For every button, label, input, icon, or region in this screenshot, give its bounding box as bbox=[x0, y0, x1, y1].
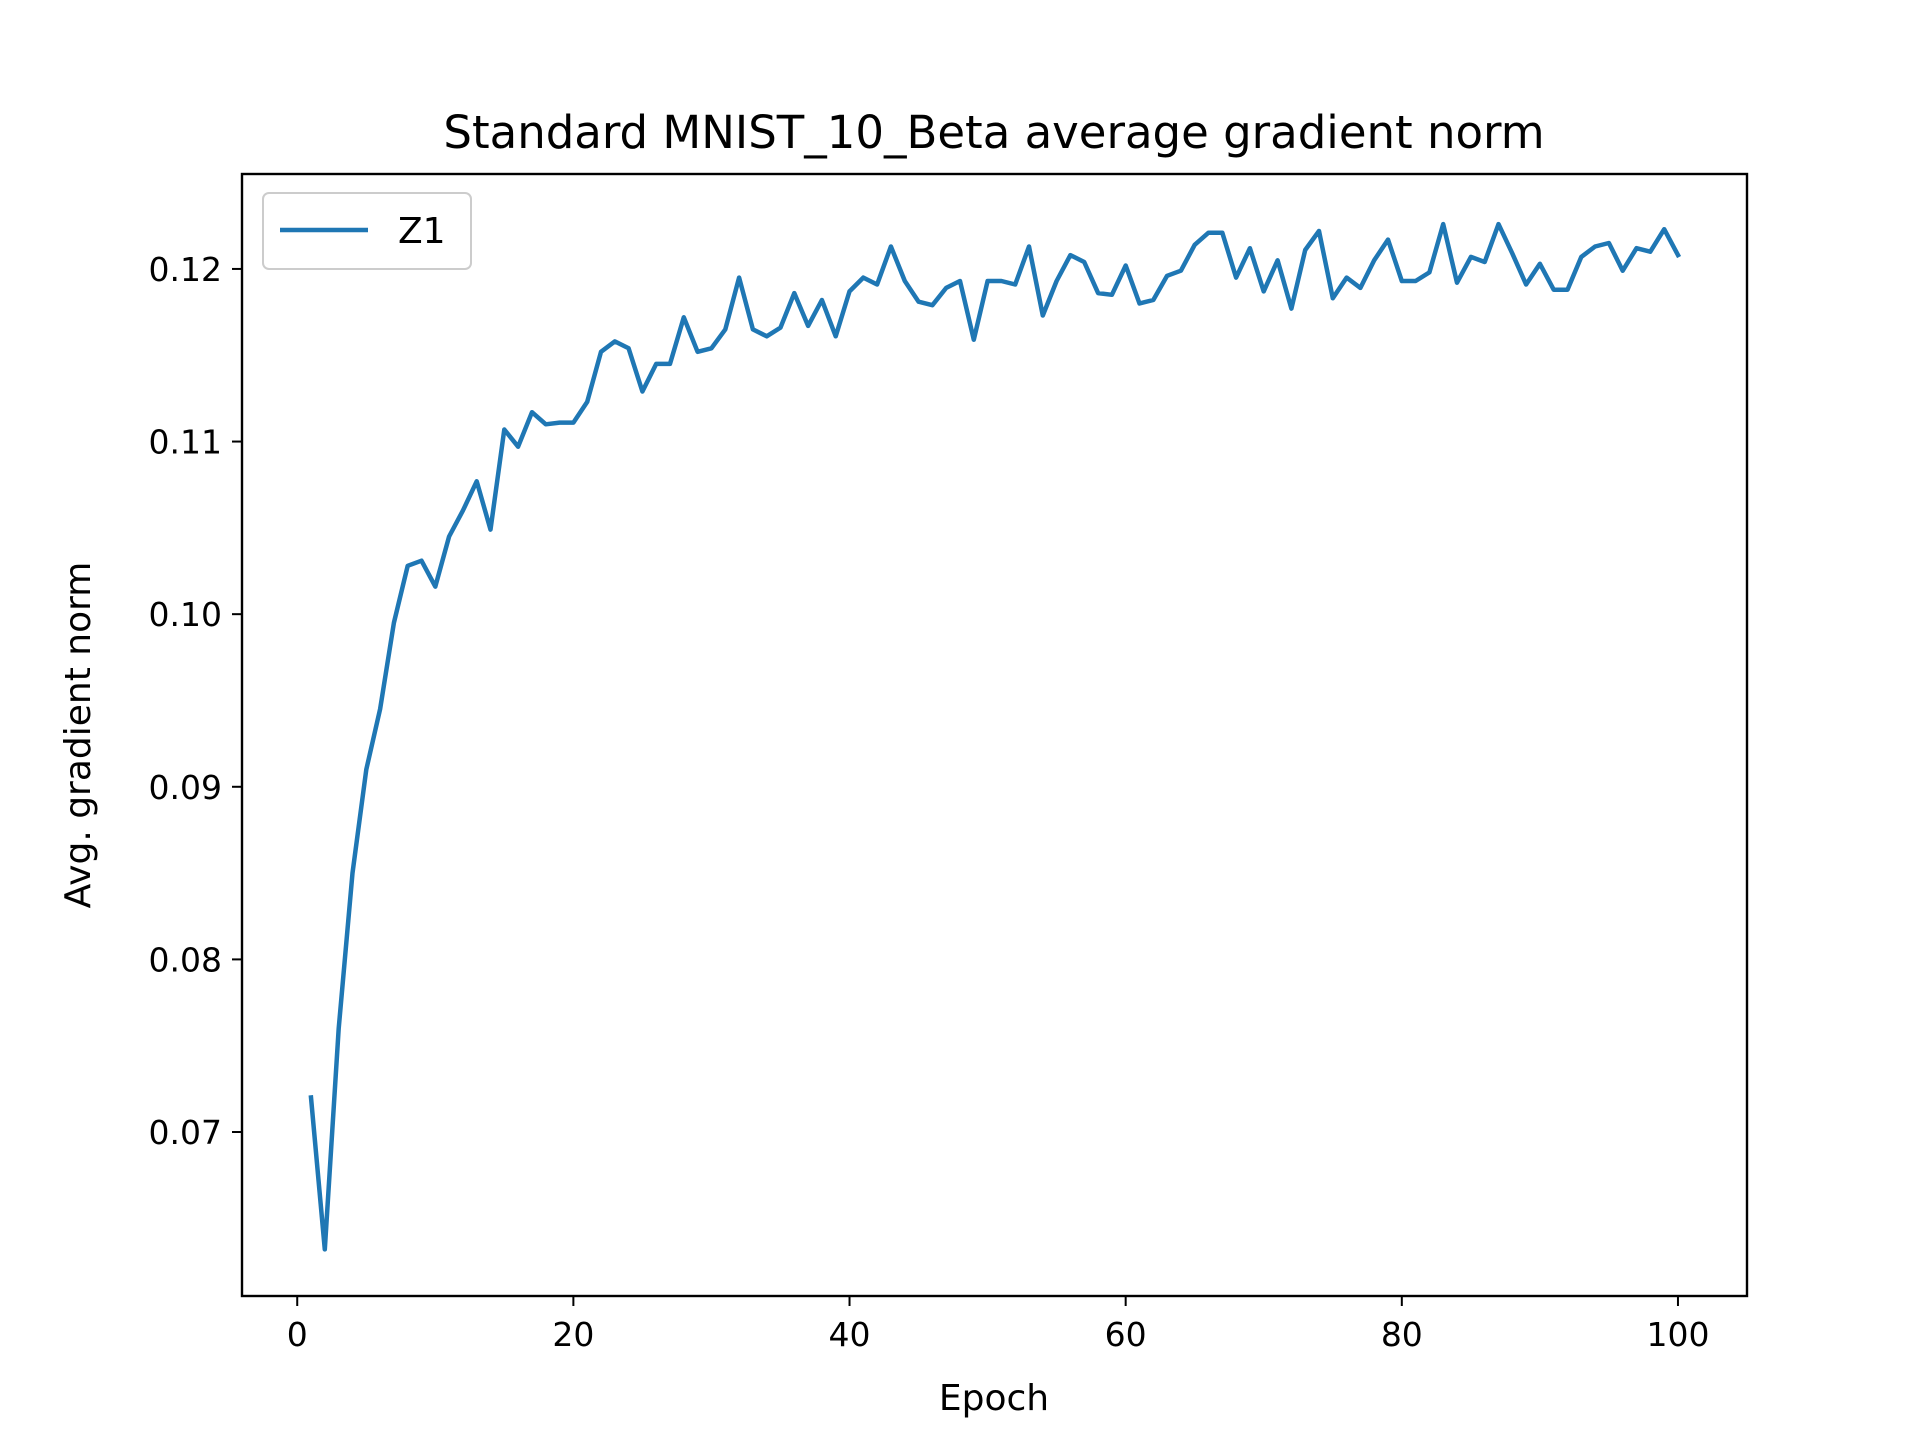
plot-area-frame bbox=[240, 172, 1749, 1298]
plot-series bbox=[308, 221, 1682, 1252]
x-tick-label: 60 bbox=[1105, 1315, 1147, 1354]
y-tick-label: 0.11 bbox=[149, 423, 222, 462]
y-tick-label: 0.10 bbox=[149, 595, 222, 634]
x-tick-label: 80 bbox=[1381, 1315, 1423, 1354]
x-axis: 0 20 40 60 80 100 bbox=[287, 1296, 1709, 1354]
x-tick-label: 0 bbox=[287, 1315, 308, 1354]
x-tick-label: 40 bbox=[829, 1315, 871, 1354]
y-tick-label: 0.08 bbox=[149, 940, 222, 979]
chart-title: Standard MNIST_10_Beta average gradient … bbox=[443, 106, 1544, 159]
y-tick-label: 0.12 bbox=[149, 250, 222, 289]
legend-label-z1: Z1 bbox=[398, 211, 446, 252]
y-tick-label: 0.07 bbox=[149, 1113, 222, 1152]
legend: Z1 bbox=[262, 192, 472, 270]
series-line-z1 bbox=[308, 221, 1682, 1252]
x-tick-label: 20 bbox=[552, 1315, 594, 1354]
y-axis: 0.07 0.08 0.09 0.10 0.11 0.12 bbox=[149, 250, 242, 1152]
x-axis-label: Epoch bbox=[939, 1378, 1049, 1419]
y-axis-label: Avg. gradient norm bbox=[58, 562, 99, 909]
x-tick-label: 100 bbox=[1646, 1315, 1709, 1354]
y-tick-label: 0.09 bbox=[149, 768, 222, 807]
